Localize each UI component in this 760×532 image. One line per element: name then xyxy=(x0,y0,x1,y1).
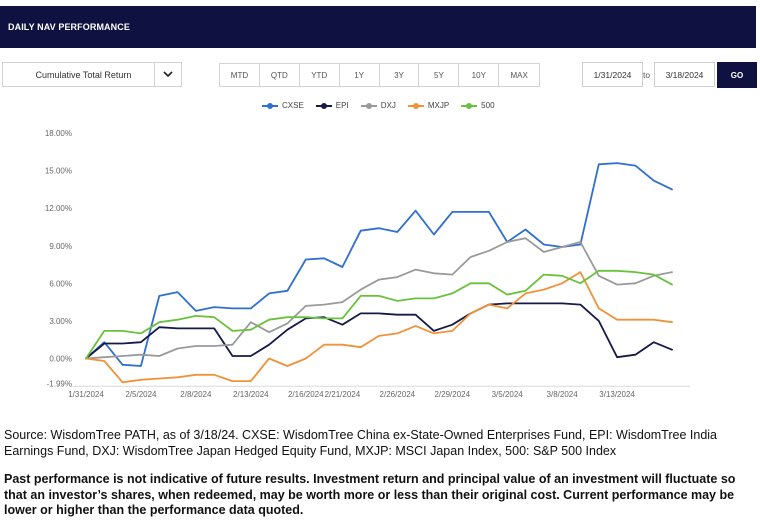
end-date-input[interactable]: 3/18/2024 xyxy=(654,62,715,87)
x-tick-label: 1/31/2024 xyxy=(68,390,104,399)
x-tick-label: 2/16/2024 xyxy=(288,390,324,399)
x-tick-label: 2/26/2024 xyxy=(380,390,416,399)
legend-item-cxse[interactable]: CXSE xyxy=(262,101,304,110)
legend-marker-icon xyxy=(360,102,377,109)
legend-label: CXSE xyxy=(282,101,304,110)
disclaimer-note: Past performance is not indicative of fu… xyxy=(4,472,736,517)
y-tick-label: 15.00% xyxy=(45,167,72,176)
period-button-1y[interactable]: 1Y xyxy=(340,64,380,86)
period-button-5y[interactable]: 5Y xyxy=(419,64,460,86)
metric-dropdown[interactable]: Cumulative Total Return xyxy=(2,62,182,87)
x-tick-label: 2/5/2024 xyxy=(125,390,157,399)
chart-header: DAILY NAV PERFORMANCE xyxy=(0,6,756,48)
y-tick-label: 18.00% xyxy=(45,129,72,138)
x-tick-label: 2/29/2024 xyxy=(434,390,470,399)
y-tick-label: 0.00% xyxy=(49,355,72,364)
legend-marker-icon xyxy=(262,102,278,109)
x-tick-label: 2/13/2024 xyxy=(233,390,269,399)
y-tick-label: 12.00% xyxy=(45,204,72,213)
period-button-3y[interactable]: 3Y xyxy=(380,64,420,86)
date-range-to-label: to xyxy=(643,70,651,80)
y-tick-label: 3.00% xyxy=(49,317,72,326)
chevron-down-icon[interactable] xyxy=(154,63,181,86)
period-button-ytd[interactable]: YTD xyxy=(300,64,340,86)
period-button-10y[interactable]: 10Y xyxy=(459,64,500,86)
legend-item-500[interactable]: 500 xyxy=(461,101,495,110)
period-button-qtd[interactable]: QTD xyxy=(260,64,300,86)
x-tick-label: 3/13/2024 xyxy=(599,390,635,399)
x-tick-label: 3/5/2024 xyxy=(492,390,524,399)
x-tick-label: 2/21/2024 xyxy=(325,390,361,399)
period-button-max[interactable]: MAX xyxy=(510,70,528,80)
line-chart: 18.00% 15.00% 12.00% 9.00% 6.00% 3.00% 0.00% -1… xyxy=(45,129,690,399)
y-tick-label: 9.00% xyxy=(49,242,72,251)
legend-label: DXJ xyxy=(380,101,396,110)
header-title: DAILY NAV PERFORMANCE xyxy=(8,22,130,32)
legend-label: MXJP xyxy=(427,101,450,110)
legend-item-dxj[interactable]: DXJ xyxy=(360,101,396,110)
source-note: Source: WisdomTree PATH, as of 3/18/24. … xyxy=(4,428,718,458)
x-tick-label: 3/8/2024 xyxy=(547,390,579,399)
period-selector: MTD QTD YTD 1Y 3Y 5Y 10Y MAX xyxy=(219,63,541,87)
x-tick-label: 2/8/2024 xyxy=(180,390,212,399)
series-line-500 xyxy=(85,269,673,360)
series-line-epi xyxy=(85,302,673,360)
series-line-cxse xyxy=(85,162,673,367)
legend-marker-icon xyxy=(315,102,332,109)
series-line-mxjp xyxy=(85,271,673,384)
y-tick-label: -1.99% xyxy=(47,379,72,388)
legend-marker-icon xyxy=(407,102,424,109)
chart-legend: CXSE EPI DXJ MXJP 500 xyxy=(262,101,507,110)
legend-label: 500 xyxy=(481,101,495,110)
metric-dropdown-label: Cumulative Total Return xyxy=(35,69,132,80)
series-line-dxj xyxy=(85,237,673,360)
legend-item-epi[interactable]: EPI xyxy=(315,101,349,110)
period-button-mtd[interactable]: MTD xyxy=(220,64,260,86)
y-tick-label: 6.00% xyxy=(49,279,72,288)
start-date-input[interactable]: 1/31/2024 xyxy=(582,62,643,87)
go-button[interactable]: GO xyxy=(717,62,757,88)
legend-item-mxjp[interactable]: MXJP xyxy=(407,101,450,110)
legend-label: EPI xyxy=(335,101,349,110)
legend-marker-icon xyxy=(461,102,478,109)
